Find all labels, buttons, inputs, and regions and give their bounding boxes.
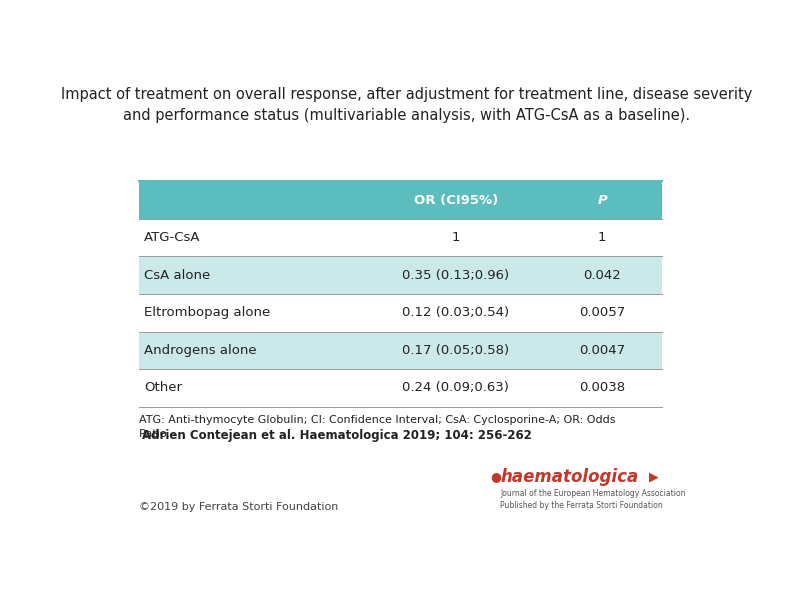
Text: 0.042: 0.042	[584, 269, 621, 282]
Text: OR (CI95%): OR (CI95%)	[414, 193, 498, 206]
Text: 1: 1	[452, 231, 460, 244]
Text: 0.24 (0.09;0.63): 0.24 (0.09;0.63)	[403, 381, 509, 394]
Text: CsA alone: CsA alone	[145, 269, 210, 282]
Text: 0.12 (0.03;0.54): 0.12 (0.03;0.54)	[402, 306, 509, 320]
Text: 0.0057: 0.0057	[579, 306, 625, 320]
Text: ATG-CsA: ATG-CsA	[145, 231, 201, 244]
Text: Impact of treatment on overall response, after adjustment for treatment line, di: Impact of treatment on overall response,…	[61, 87, 753, 123]
Text: 0.35 (0.13;0.96): 0.35 (0.13;0.96)	[402, 269, 509, 282]
Text: 0.0047: 0.0047	[579, 344, 625, 357]
Bar	[139, 331, 662, 369]
Text: Adrien Contejean et al. Haematologica 2019; 104: 256-262: Adrien Contejean et al. Haematologica 20…	[142, 429, 532, 441]
Text: haematologica: haematologica	[500, 468, 638, 486]
Text: ●: ●	[490, 471, 501, 483]
Text: Journal of the European Hematology Association
Published by the Ferrata Storti F: Journal of the European Hematology Assoc…	[500, 489, 686, 510]
Text: Eltrombopag alone: Eltrombopag alone	[145, 306, 271, 320]
Text: ATG: Anti-thymocyte Globulin; CI: Confidence Interval; CsA: Cyclosporine-A; OR: : ATG: Anti-thymocyte Globulin; CI: Confid…	[139, 415, 616, 439]
Text: ▶: ▶	[649, 471, 658, 483]
Text: 1: 1	[598, 231, 607, 244]
Bar	[139, 181, 662, 219]
Bar	[139, 256, 662, 294]
Text: 0.0038: 0.0038	[579, 381, 625, 394]
Text: P: P	[597, 193, 607, 206]
Text: ©2019 by Ferrata Storti Foundation: ©2019 by Ferrata Storti Foundation	[139, 502, 338, 512]
Text: Other: Other	[145, 381, 182, 394]
Text: Androgens alone: Androgens alone	[145, 344, 256, 357]
Text: 0.17 (0.05;0.58): 0.17 (0.05;0.58)	[402, 344, 509, 357]
